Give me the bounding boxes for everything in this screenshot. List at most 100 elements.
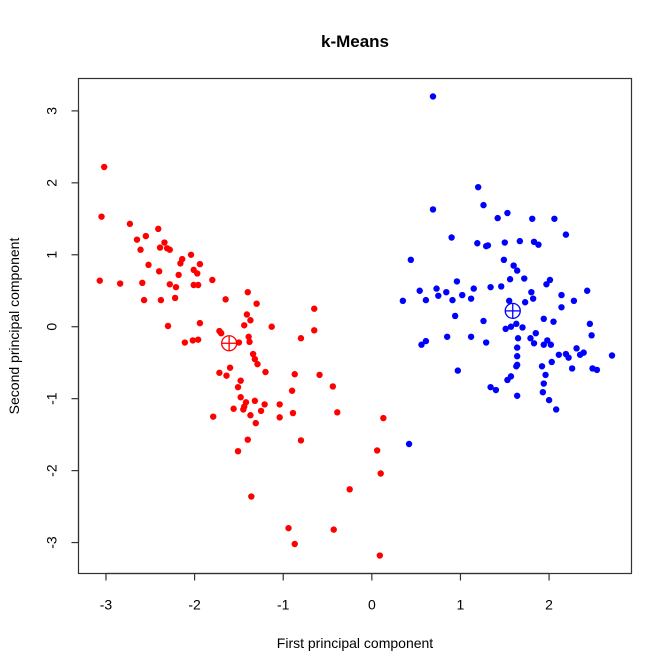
data-point [181, 339, 189, 346]
data-point [288, 387, 296, 394]
data-point [558, 291, 565, 299]
data-point [311, 305, 318, 312]
data-point [550, 318, 557, 325]
data-point [516, 237, 524, 245]
data-point [521, 299, 529, 306]
data-point [545, 396, 553, 404]
data-point [194, 270, 201, 277]
data-point [454, 367, 462, 374]
data-point [116, 280, 124, 287]
x-tick-label: -1 [277, 597, 290, 613]
data-point [98, 213, 105, 220]
data-point [261, 401, 268, 408]
data-point [588, 332, 595, 339]
data-point [247, 317, 254, 324]
data-point [194, 336, 202, 343]
data-point [535, 241, 542, 248]
data-point [172, 283, 180, 291]
data-point [177, 260, 184, 267]
data-point [608, 352, 616, 359]
data-point [529, 215, 536, 222]
data-point [244, 436, 251, 443]
data-point [330, 526, 337, 533]
data-point [506, 276, 514, 283]
data-point [521, 275, 528, 282]
data-points [96, 93, 616, 559]
data-point [137, 246, 144, 253]
data-point [157, 296, 165, 304]
y-tick-label: 1 [44, 251, 60, 259]
y-tick-label: -1 [44, 392, 60, 405]
data-point [422, 296, 430, 304]
data-point [194, 281, 202, 289]
data-point [540, 341, 547, 348]
x-axis-label: First principal component [277, 635, 434, 651]
data-point [580, 349, 587, 356]
data-point [285, 524, 292, 532]
data-point [546, 276, 554, 284]
y-tick-label: 2 [44, 179, 60, 187]
data-point [241, 322, 248, 329]
data-point [380, 414, 387, 422]
data-point [145, 261, 152, 269]
data-point [101, 163, 108, 171]
data-point [243, 311, 251, 318]
data-point [562, 231, 570, 238]
data-point [573, 345, 580, 352]
data-point [429, 206, 437, 213]
data-point [532, 329, 539, 337]
data-point [548, 358, 555, 366]
data-point [565, 354, 572, 361]
data-point [237, 377, 244, 384]
data-point [484, 242, 492, 249]
data-point [334, 409, 341, 416]
x-tick-label: -2 [188, 597, 201, 613]
data-point [346, 486, 353, 493]
data-point [474, 183, 482, 191]
data-point [528, 288, 535, 296]
x-tick-label: 2 [545, 597, 553, 613]
data-point [297, 335, 305, 342]
data-point [196, 260, 204, 268]
data-point [507, 323, 515, 330]
y-axis: -3 -2 -1 0 1 2 3 [44, 107, 80, 549]
data-point [249, 350, 257, 358]
data-point [435, 292, 442, 299]
data-point [570, 297, 578, 305]
data-point [544, 337, 551, 344]
data-point [433, 285, 440, 292]
x-tick-label: 0 [368, 597, 376, 613]
data-point [175, 271, 182, 279]
data-point [586, 320, 594, 328]
data-point [237, 394, 244, 401]
data-point [155, 268, 163, 275]
data-point [519, 324, 526, 331]
data-point [513, 320, 520, 328]
data-point [416, 287, 423, 294]
data-point [482, 339, 490, 346]
data-point [164, 322, 172, 330]
data-point [480, 201, 487, 209]
data-point [513, 344, 521, 351]
data-point [547, 341, 555, 348]
data-point [96, 277, 103, 284]
y-axis-label: Second principal component [6, 238, 22, 415]
chart-title: k-Means [321, 32, 389, 51]
data-point [187, 251, 195, 258]
data-point [376, 552, 384, 559]
data-point [513, 361, 521, 369]
data-point [453, 278, 461, 285]
data-point [240, 406, 247, 413]
data-point [539, 388, 547, 396]
data-point [506, 297, 513, 305]
data-point [297, 437, 305, 444]
data-point [474, 240, 481, 247]
data-point [513, 267, 521, 274]
data-point [155, 225, 162, 233]
data-point [513, 353, 521, 360]
data-point [593, 366, 601, 374]
data-point [252, 419, 259, 427]
data-point [487, 283, 494, 291]
data-point [311, 327, 318, 334]
